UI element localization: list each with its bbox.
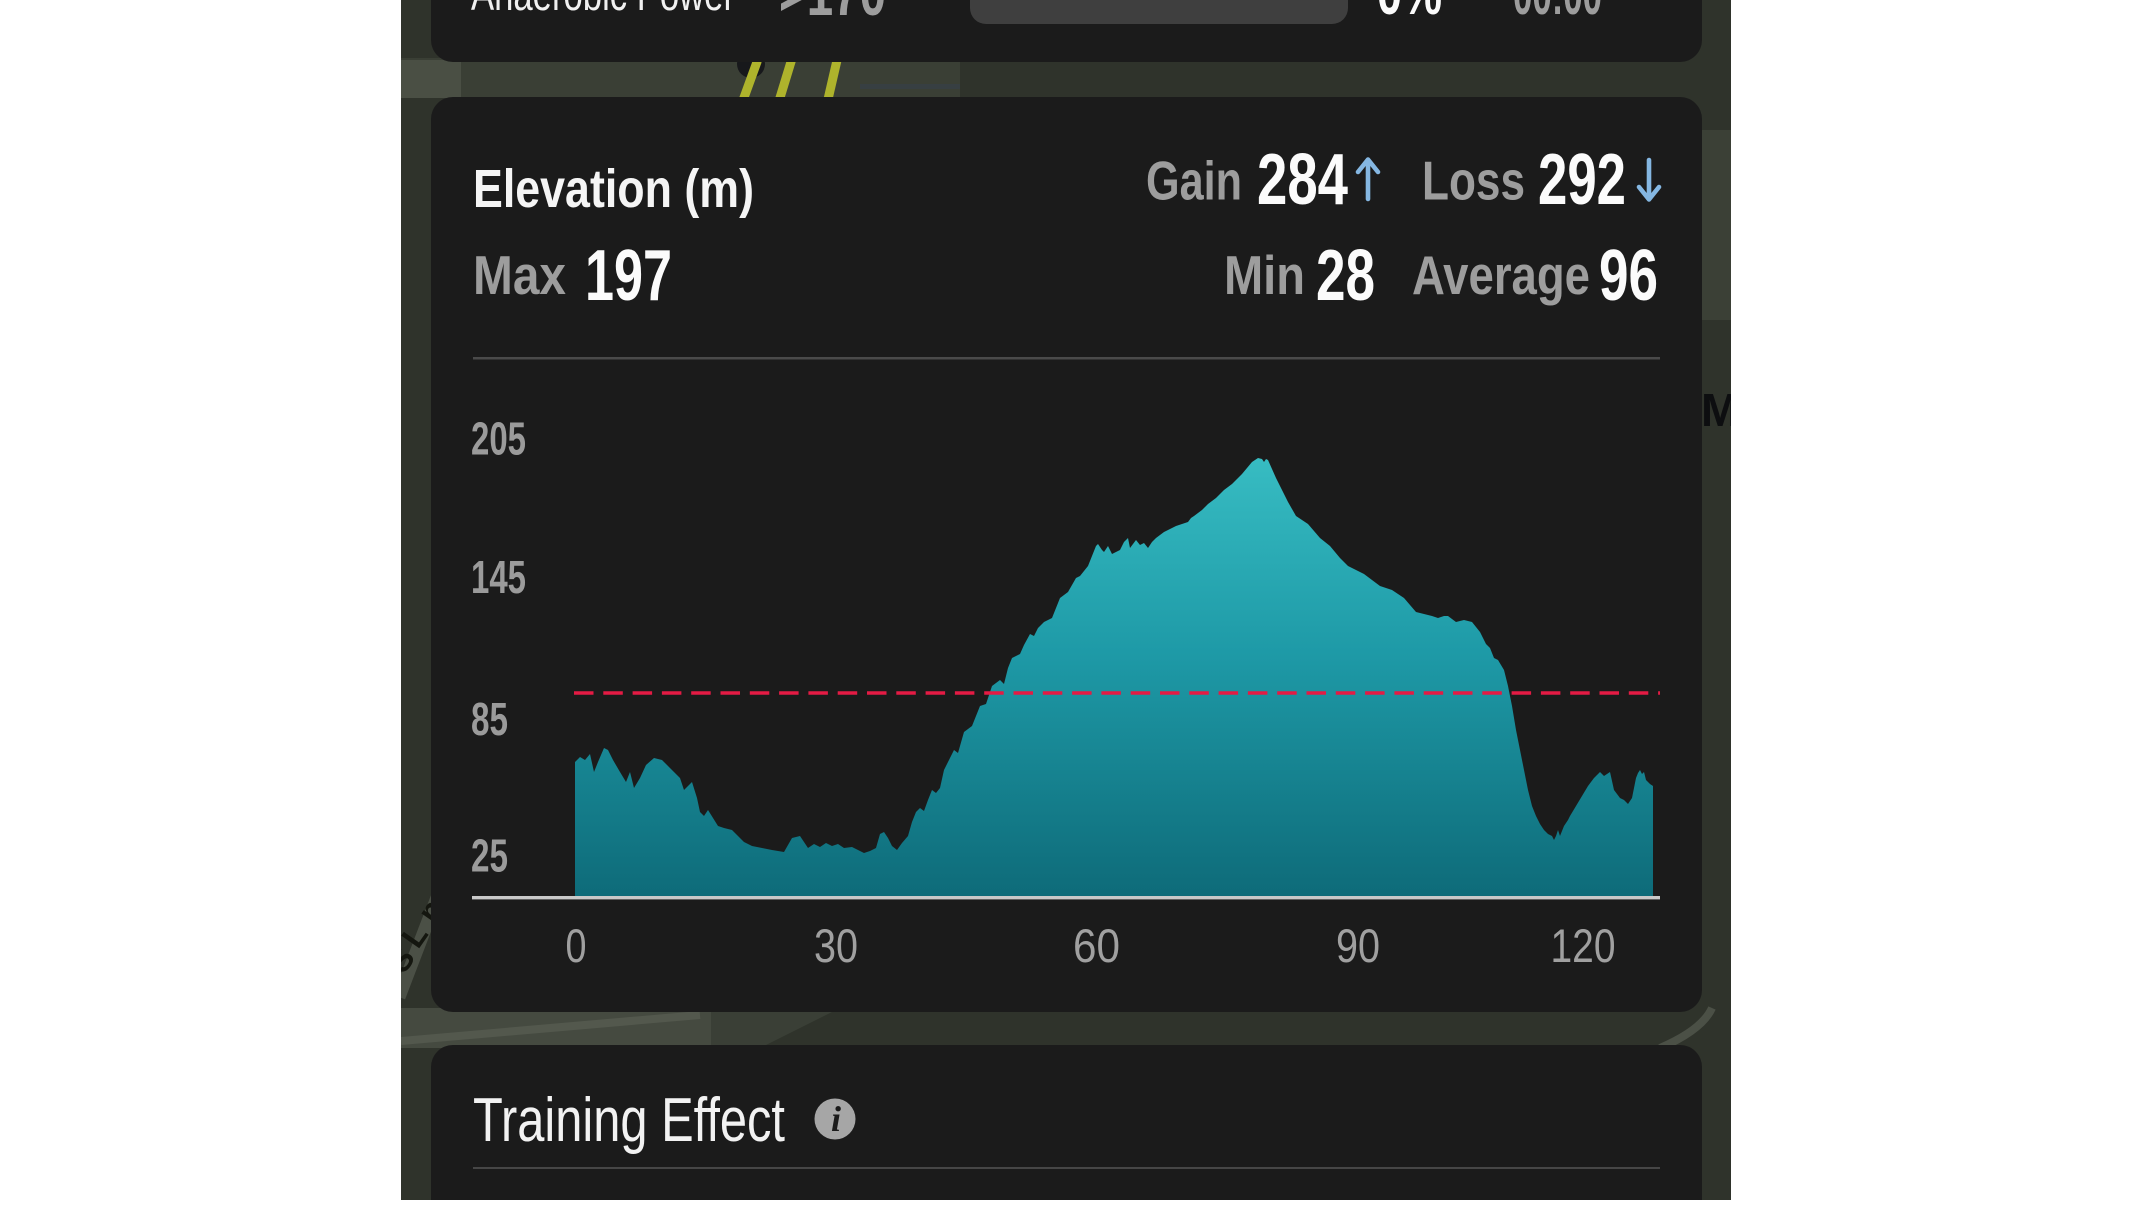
svg-text:Min: Min <box>1224 244 1305 306</box>
svg-text:Anaerobic Power: Anaerobic Power <box>471 0 735 20</box>
svg-text:M: M <box>1701 384 1731 436</box>
svg-text:120: 120 <box>1551 919 1616 972</box>
svg-text:Elevation (m): Elevation (m) <box>473 159 754 219</box>
svg-text:25: 25 <box>471 830 508 882</box>
svg-text:205: 205 <box>471 413 526 465</box>
svg-text:292: 292 <box>1538 140 1626 220</box>
svg-text:Loss: Loss <box>1422 150 1525 212</box>
svg-text:Gain: Gain <box>1146 150 1242 212</box>
svg-text:00:00: 00:00 <box>1513 0 1602 26</box>
svg-text:0%: 0% <box>1377 0 1442 28</box>
svg-text:85: 85 <box>471 693 508 745</box>
svg-text:Max: Max <box>473 244 566 306</box>
svg-text:30: 30 <box>814 919 858 972</box>
svg-text:90: 90 <box>1336 919 1380 972</box>
svg-text:Average: Average <box>1412 244 1590 306</box>
svg-text:28: 28 <box>1316 236 1375 316</box>
svg-text:i: i <box>831 1099 841 1139</box>
svg-text:284: 284 <box>1257 140 1348 220</box>
svg-text:145: 145 <box>471 551 526 603</box>
svg-text:0: 0 <box>566 919 587 972</box>
svg-text:197: 197 <box>585 236 672 316</box>
svg-text:60: 60 <box>1073 919 1120 972</box>
svg-text:>170: >170 <box>779 0 886 29</box>
svg-text:Training Effect: Training Effect <box>473 1086 785 1155</box>
svg-text:96: 96 <box>1599 236 1658 316</box>
